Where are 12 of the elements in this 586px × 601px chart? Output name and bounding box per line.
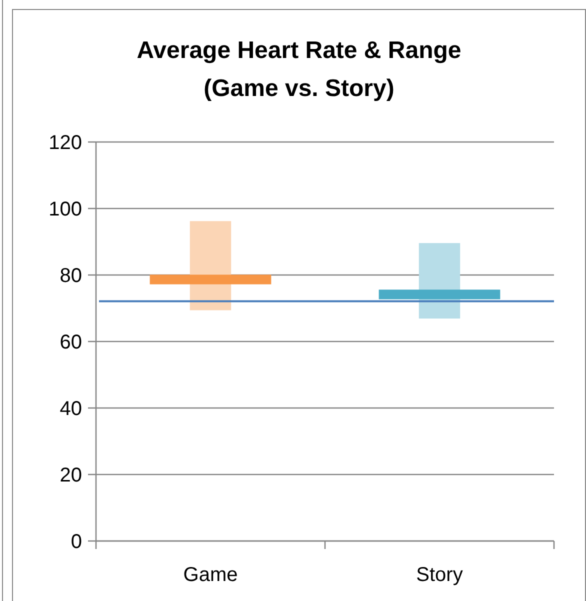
y-tick-label: 100 bbox=[48, 198, 82, 220]
y-tick-label: 120 bbox=[48, 132, 82, 154]
y-tick-label: 80 bbox=[60, 265, 82, 287]
chart-title: Average Heart Rate & Range (Game vs. Story) bbox=[136, 37, 462, 102]
y-tick-label: 0 bbox=[70, 531, 82, 553]
bar bbox=[150, 274, 272, 284]
y-tick-label: 40 bbox=[60, 398, 82, 420]
y-tick-label: 60 bbox=[60, 332, 82, 354]
x-tick-label: Game bbox=[183, 564, 238, 586]
y-tick-label: 20 bbox=[60, 464, 82, 486]
x-tick-label: Story bbox=[416, 564, 463, 586]
bar bbox=[378, 290, 500, 300]
